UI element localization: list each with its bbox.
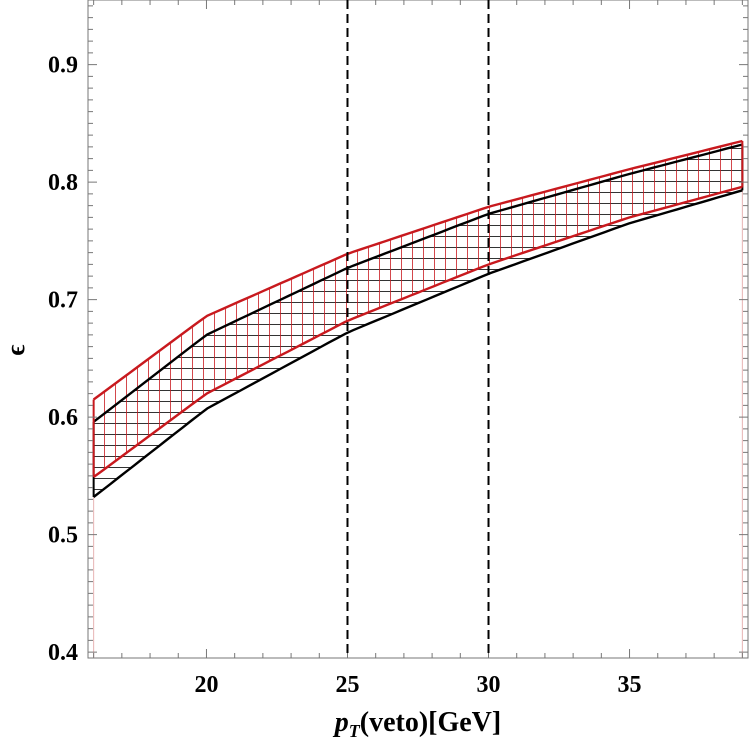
x-tick-label: 30 [477, 672, 501, 698]
y-tick-label: 0.5 [48, 523, 78, 549]
y-tick-label: 0.8 [48, 170, 78, 196]
x-axis-label: pT(veto)[GeV] [333, 707, 501, 741]
axis-ticks [88, 0, 748, 658]
band-1-upper-curve [92, 139, 743, 401]
y-tick-label: 0.6 [48, 405, 78, 431]
x-axis-label-rest: (veto)[GeV] [360, 707, 501, 738]
band-0-upper-curve [92, 143, 743, 423]
x-tick-label: 20 [194, 672, 218, 698]
x-axis-label-main: p [333, 707, 349, 738]
plot-frame [87, 0, 749, 659]
vertical-reference-lines [346, 0, 490, 658]
y-tick-label: 0.9 [48, 53, 78, 79]
band-fill-1 [93, 141, 743, 477]
x-tick-label: 35 [618, 672, 642, 698]
band-1-lower-curve [92, 185, 743, 478]
band-0-lower-curve [92, 189, 743, 498]
x-axis-label-sub: T [349, 721, 361, 741]
x-tick-label: 25 [335, 672, 359, 698]
y-tick-label: 0.4 [48, 640, 78, 666]
tick-labels: 20 25 30 35 0.4 0.5 0.6 0.7 0.8 0.9 [48, 53, 642, 698]
efficiency-bands [92, 139, 744, 658]
y-tick-label: 0.7 [48, 288, 78, 314]
y-axis-label: ϵ [1, 344, 30, 355]
